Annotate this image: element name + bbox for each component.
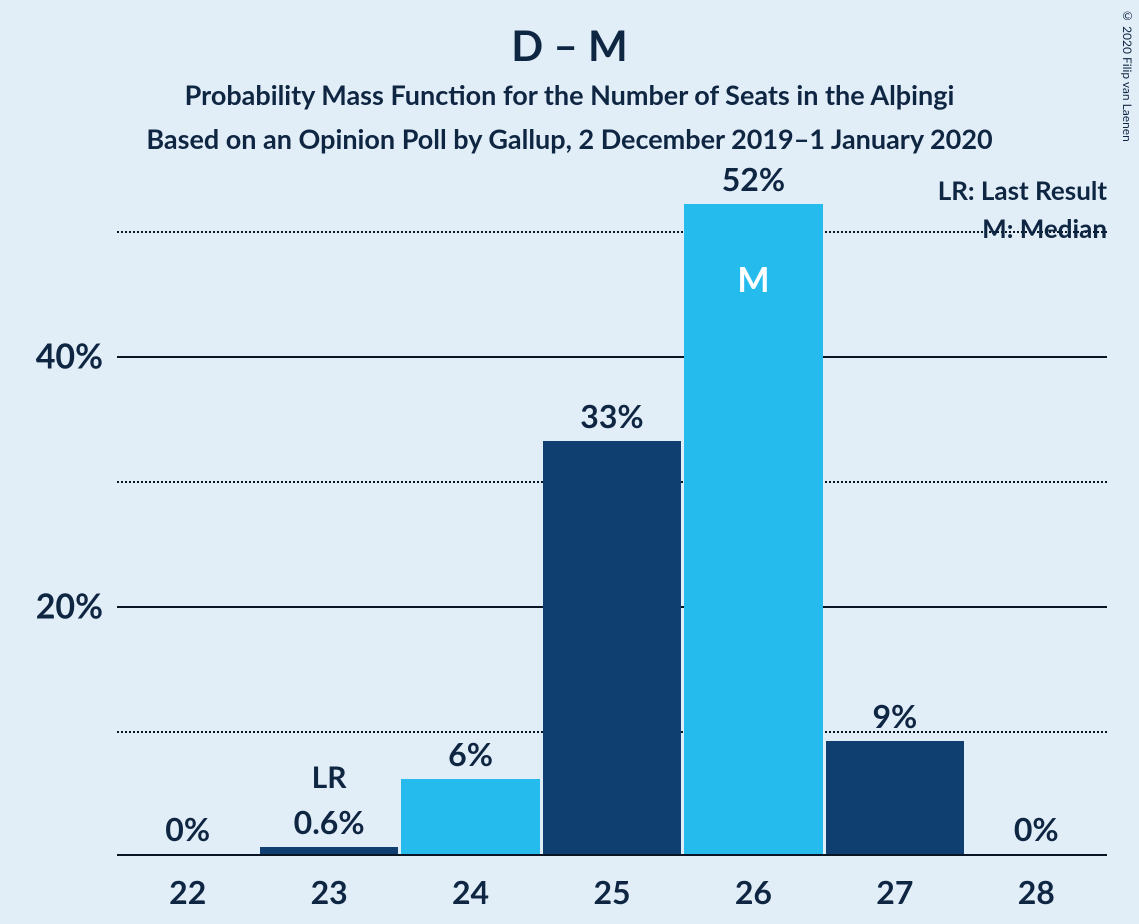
x-tick-label: 25 [593,854,630,911]
bar-value-label: 33% [543,396,682,435]
chart-plot-area: 20%40%0%220.6%LR236%2433%2552%M269%270%2… [117,168,1107,856]
y-tick-label: 20% [36,585,117,626]
bar: 9% [826,741,965,854]
chart-subtitle-1: Probability Mass Function for the Number… [0,78,1139,111]
bar: 33% [543,441,682,854]
bar-value-label: 0% [118,809,257,848]
bar-value-label: 6% [401,734,540,773]
x-tick-label: 26 [735,854,772,911]
x-tick-label: 24 [452,854,489,911]
chart-title: D – M [0,20,1139,70]
bar-value-label: 52% [684,159,823,198]
bar: 52%M [684,204,823,854]
x-tick-label: 27 [876,854,913,911]
bar: 0.6%LR [260,847,399,855]
x-tick-label: 22 [169,854,206,911]
gridline-solid [117,356,1107,358]
x-tick-label: 23 [311,854,348,911]
bar-value-label: 9% [826,696,965,735]
bar: 6% [401,779,540,854]
legend-m: M: Median [982,212,1107,244]
copyright-text: © 2020 Filip van Laenen [1120,8,1135,142]
gridline-dotted [117,231,1107,233]
chart-subtitle-2: Based on an Opinion Poll by Gallup, 2 De… [0,122,1139,155]
bar-value-label: 0.6% [260,802,399,841]
bar-annotation: LR [260,759,399,795]
bar-inner-label: M [684,259,823,300]
y-tick-label: 40% [36,335,117,376]
x-tick-label: 28 [1018,854,1055,911]
bar-value-label: 0% [967,809,1106,848]
legend-lr: LR: Last Result [938,174,1107,206]
